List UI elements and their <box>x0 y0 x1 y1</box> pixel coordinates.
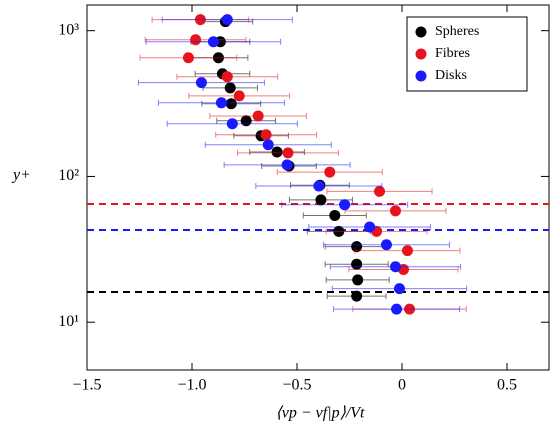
point <box>374 185 386 197</box>
legend-label: Disks <box>435 68 467 83</box>
legend-marker <box>415 26 427 38</box>
x-axis-label: ⟨vp − vf|p⟩/Vt <box>276 405 366 422</box>
point <box>282 147 294 159</box>
point <box>351 290 363 302</box>
point <box>380 239 392 251</box>
point <box>389 205 401 217</box>
x-tick-label: −1.0 <box>177 377 206 394</box>
point <box>260 129 272 141</box>
point <box>391 303 403 315</box>
point <box>281 159 293 171</box>
point <box>215 97 227 109</box>
legend-label: Spheres <box>435 24 479 39</box>
point <box>351 241 363 253</box>
point <box>182 52 194 64</box>
x-tick-label: 0 <box>398 377 406 394</box>
point <box>389 261 401 273</box>
legend-marker <box>415 70 427 82</box>
point <box>190 34 202 46</box>
y-tick-label: 10¹ <box>58 313 79 330</box>
legend: Spheres Fibres Disks <box>406 16 528 92</box>
legend-box <box>406 16 528 92</box>
y-tick-label: 10² <box>58 167 79 184</box>
point <box>401 245 413 257</box>
point <box>207 36 219 48</box>
point <box>233 90 245 102</box>
x-tick-label: 0.5 <box>497 377 517 394</box>
point <box>324 166 336 178</box>
point <box>352 274 364 286</box>
legend-marker <box>415 48 427 60</box>
point <box>225 98 237 110</box>
point <box>224 82 236 94</box>
point <box>315 194 327 206</box>
x-tick-label: −1.5 <box>72 377 101 394</box>
point <box>262 139 274 151</box>
point <box>364 221 376 233</box>
point <box>195 77 207 89</box>
plot-frame <box>86 4 550 371</box>
x-tick-label: −0.5 <box>282 377 311 394</box>
point <box>226 118 238 130</box>
y-axis-label: y+ <box>11 167 31 184</box>
point <box>339 199 351 211</box>
point <box>271 146 283 158</box>
legend-label: Fibres <box>435 46 470 61</box>
point <box>313 180 325 192</box>
point <box>351 258 363 270</box>
point <box>221 14 233 26</box>
point <box>329 209 341 221</box>
point <box>221 71 233 83</box>
point <box>393 283 405 295</box>
y-tick-label: 10³ <box>58 21 79 38</box>
point <box>240 115 252 127</box>
point <box>252 110 264 122</box>
